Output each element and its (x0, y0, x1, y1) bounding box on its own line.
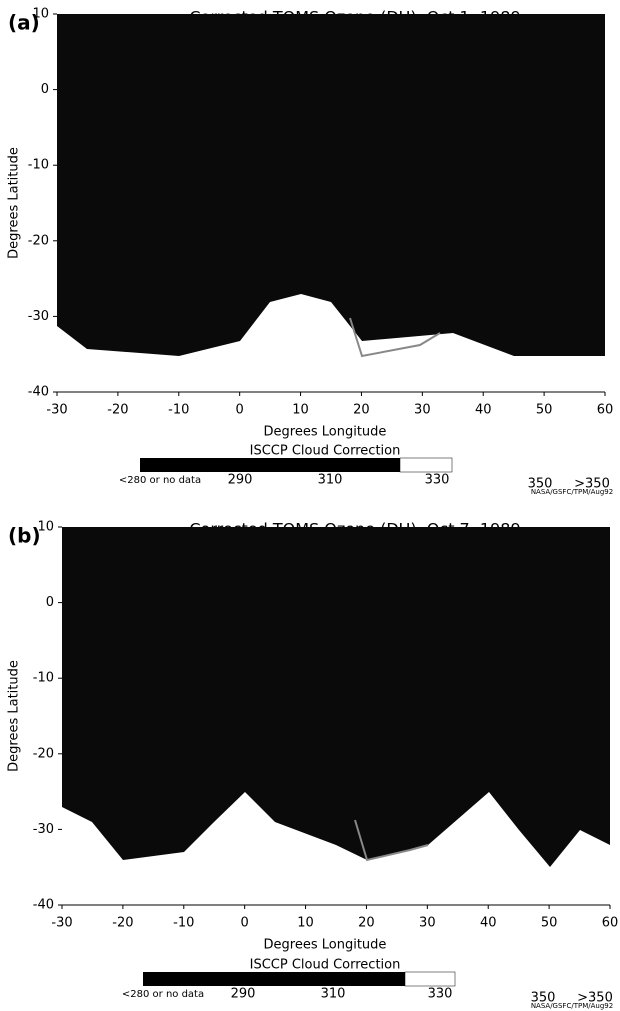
x-tick-label: 60 (602, 916, 619, 931)
y-tick-label: -10 (28, 158, 49, 173)
x-tick-label: -30 (46, 403, 67, 418)
high-ozone-region (62, 792, 610, 905)
y-tick-label: -30 (28, 309, 49, 324)
x-axis-label: Degrees Longitude (264, 425, 387, 440)
colorbar-black (140, 458, 400, 472)
panel-label: (a) (8, 11, 40, 35)
colorbar-label: >350 (574, 477, 610, 492)
colorbar-title: ISCCP Cloud Correction (250, 958, 401, 973)
colorbar-light (399, 457, 453, 473)
colorbar-black (143, 972, 405, 986)
x-axis-label: Degrees Longitude (264, 938, 387, 953)
x-tick-label: 20 (358, 916, 375, 931)
colorbar-label: 350 (528, 477, 553, 492)
y-tick-label: -10 (33, 671, 54, 686)
colorbar-label: 330 (425, 473, 450, 488)
x-tick-label: 10 (297, 916, 314, 931)
colorbar-label: <280 or no data (119, 475, 201, 486)
y-tick-label: -30 (33, 822, 54, 837)
y-tick-label: 10 (37, 520, 54, 535)
x-tick-label: 40 (475, 403, 492, 418)
panel: Corrected TOMS Ozone (DU), Oct 1, 1989(a… (7, 7, 614, 497)
colorbar-label: 350 (531, 991, 556, 1006)
colorbar-label: 290 (228, 473, 253, 488)
y-tick-label: -20 (33, 746, 54, 761)
x-tick-label: -20 (107, 403, 128, 418)
x-tick-label: 50 (541, 916, 558, 931)
y-tick-label: -40 (33, 898, 54, 913)
x-tick-label: 0 (241, 916, 249, 931)
colorbar-label: <280 or no data (122, 989, 204, 1000)
high-ozone-region (57, 294, 605, 392)
y-tick-label: 0 (46, 595, 54, 610)
x-tick-label: 10 (292, 403, 309, 418)
credit: NASA/GSFC/TPM/Aug92 (531, 488, 613, 496)
colorbar-label: 290 (231, 987, 256, 1002)
x-tick-label: -10 (173, 916, 194, 931)
colorbar-label: 330 (428, 987, 453, 1002)
x-tick-label: 40 (480, 916, 497, 931)
colorbar-label: 310 (318, 473, 343, 488)
y-tick-label: 0 (41, 82, 49, 97)
x-tick-label: 0 (236, 403, 244, 418)
panel-label: (b) (8, 524, 41, 548)
x-tick-label: 50 (536, 403, 553, 418)
x-tick-label: -30 (51, 916, 72, 931)
credit: NASA/GSFC/TPM/Aug92 (531, 1002, 613, 1010)
x-tick-label: -10 (168, 403, 189, 418)
y-axis-label: Degrees Latitude (7, 147, 22, 259)
x-tick-label: 60 (597, 403, 614, 418)
x-tick-label: 30 (419, 916, 436, 931)
colorbar-label: 310 (321, 987, 346, 1002)
x-tick-label: 30 (414, 403, 431, 418)
y-tick-label: -20 (28, 233, 49, 248)
colorbar-light (404, 971, 456, 987)
y-axis-label: Degrees Latitude (7, 660, 22, 772)
coastline (354, 819, 429, 862)
x-tick-label: -20 (112, 916, 133, 931)
y-tick-label: 10 (32, 7, 49, 22)
coastline (349, 317, 441, 358)
colorbar-title: ISCCP Cloud Correction (250, 444, 401, 459)
y-tick-label: -40 (28, 385, 49, 400)
panel: Corrected TOMS Ozone (DU), Oct 7, 1989(b… (7, 520, 619, 1011)
colorbar-label: >350 (577, 991, 613, 1006)
x-tick-label: 20 (353, 403, 370, 418)
